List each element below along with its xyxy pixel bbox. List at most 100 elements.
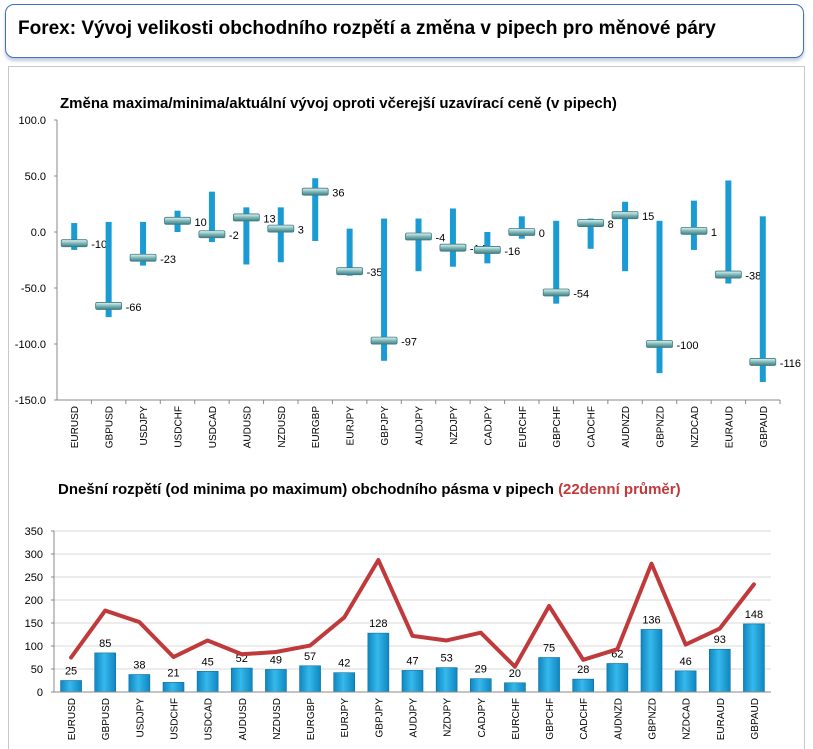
spread-value-label: 52 (236, 653, 248, 665)
range-bar (656, 220, 663, 374)
y-tick-label: 150 (25, 618, 43, 630)
spread-bar (538, 657, 560, 693)
current-marker (473, 246, 501, 254)
spread-value-label: 47 (406, 655, 418, 667)
spread-chart: Dnešní rozpětí (od minima po maximum) ob… (25, 481, 771, 740)
x-tick-label: NZDJPY (449, 406, 460, 445)
average-line (69, 557, 756, 669)
range-bar (105, 221, 112, 318)
current-value-label: 13 (263, 213, 275, 225)
x-tick-label: USDCHF (170, 698, 181, 740)
range-bar (725, 180, 732, 284)
x-tick-label: GBPUSD (101, 698, 112, 740)
range-bar (140, 221, 147, 266)
x-tick-label: GBPCHF (545, 698, 556, 740)
spread-bar (606, 663, 629, 693)
spread-bar (94, 652, 117, 693)
current-value-label: 1 (711, 227, 717, 239)
current-marker (129, 253, 157, 262)
spread-bar (435, 667, 458, 693)
spread-value-label: 45 (202, 656, 214, 668)
spread-bar (333, 672, 356, 693)
x-tick-label: NZDCAD (682, 698, 693, 740)
x-tick-label: USDCAD (208, 406, 219, 448)
page-header: Forex: Vývoj velikosti obchodního rozpět… (5, 4, 804, 58)
spread-bar (708, 648, 731, 693)
x-tick-label: USDCAD (204, 698, 215, 740)
y-tick-label: 300 (25, 549, 43, 561)
current-marker (370, 336, 398, 345)
x-tick-label: CADJPY (477, 698, 488, 738)
x-tick-label: AUDJPY (409, 698, 420, 738)
y-tick-label: 0.0 (31, 227, 46, 239)
x-tick-label: USDJPY (135, 698, 146, 738)
spread-value-label: 21 (167, 667, 179, 679)
current-value-label: -97 (401, 337, 417, 349)
current-marker (508, 228, 536, 236)
x-tick-label: EURAUD (716, 698, 727, 740)
current-value-label: -100 (677, 340, 699, 352)
spread-bar (128, 674, 151, 693)
current-marker (439, 243, 467, 252)
current-value-label: -38 (745, 271, 761, 283)
current-marker (232, 213, 260, 222)
spread-bar (469, 678, 492, 693)
current-value-label: 0 (539, 228, 545, 240)
current-value-label: 15 (642, 211, 654, 223)
current-value-label: -66 (126, 302, 142, 314)
x-tick-label: EURUSD (70, 406, 81, 448)
spread-bar (743, 623, 765, 693)
spread-bar (674, 670, 697, 693)
range-bar (243, 207, 250, 265)
y-tick-label: -150.0 (15, 395, 46, 407)
current-value-label: -4 (436, 232, 446, 244)
x-tick-label: GBPUSD (105, 406, 116, 448)
range-bar (208, 191, 215, 243)
x-tick-label: EURJPY (340, 698, 351, 738)
spread-value-label: 93 (714, 634, 726, 646)
range-bar (587, 218, 594, 249)
range-bar (381, 218, 388, 361)
x-tick-label: AUDNZD (613, 698, 624, 740)
current-marker (577, 219, 605, 227)
current-marker (336, 267, 364, 276)
spread-value-label: 28 (577, 664, 589, 676)
x-tick-label: NZDUSD (277, 406, 288, 448)
x-tick-label: GBPAUD (750, 698, 761, 740)
x-tick-label: NZDUSD (272, 698, 283, 740)
x-tick-label: GBPNZD (648, 698, 659, 740)
x-tick-label: AUDUSD (242, 406, 253, 448)
spread-value-label: 38 (133, 660, 145, 672)
x-tick-label: CADCHF (579, 698, 590, 740)
current-marker (680, 226, 708, 235)
x-tick-label: EURCHF (511, 698, 522, 740)
range-bar (277, 207, 284, 263)
current-value-label: -116 (780, 358, 801, 370)
x-tick-label: EURGBP (311, 406, 322, 449)
spread-bar (265, 669, 287, 693)
range-bar (690, 200, 697, 250)
spread-value-label: 53 (441, 653, 453, 665)
x-tick-label: EURUSD (67, 698, 78, 740)
x-tick-label: CADCHF (587, 406, 598, 448)
current-marker (267, 224, 295, 233)
x-tick-label: NZDJPY (443, 698, 454, 737)
current-value-label: -2 (229, 230, 239, 242)
spread-bar (401, 670, 424, 693)
current-value-label: -35 (367, 267, 383, 279)
x-tick-label: EURCHF (518, 406, 529, 448)
range-chart-title: Změna maxima/minima/aktuální vývoj oprot… (60, 95, 617, 112)
current-marker (542, 288, 570, 297)
spread-value-label: 25 (65, 666, 77, 678)
range-bar (346, 228, 353, 276)
page-title: Forex: Vývoj velikosti obchodního rozpět… (18, 18, 716, 39)
spread-bar (367, 632, 390, 693)
y-tick-label: 100 (25, 641, 43, 653)
x-tick-label: GBPAUD (759, 406, 770, 448)
current-value-label: -23 (160, 254, 176, 266)
spread-chart-title-main: Dnešní rozpětí (od minima po maximum) ob… (58, 481, 558, 498)
range-bar (312, 178, 319, 241)
current-marker (405, 232, 432, 241)
range-bar (518, 216, 525, 239)
x-tick-label: GBPJPY (374, 698, 385, 738)
